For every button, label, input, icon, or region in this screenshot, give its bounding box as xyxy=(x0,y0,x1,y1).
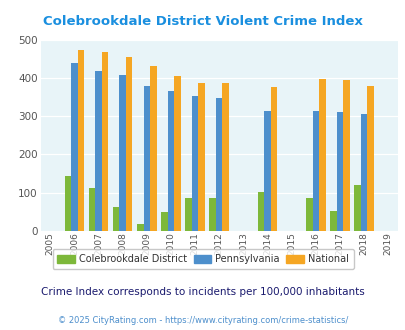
Bar xyxy=(150,66,156,231)
Bar xyxy=(102,52,108,231)
Bar xyxy=(95,71,102,231)
Bar xyxy=(71,63,77,231)
Legend: Colebrookdale District, Pennsylvania, National: Colebrookdale District, Pennsylvania, Na… xyxy=(52,249,353,269)
Bar xyxy=(185,198,192,231)
Bar xyxy=(167,91,174,231)
Text: Crime Index corresponds to incidents per 100,000 inhabitants: Crime Index corresponds to incidents per… xyxy=(41,287,364,297)
Bar xyxy=(312,111,318,231)
Bar xyxy=(113,207,119,231)
Bar xyxy=(198,83,205,231)
Bar xyxy=(270,87,277,231)
Text: Colebrookdale District Violent Crime Index: Colebrookdale District Violent Crime Ind… xyxy=(43,15,362,28)
Bar xyxy=(264,111,270,231)
Bar xyxy=(215,98,222,231)
Bar xyxy=(336,112,342,231)
Bar xyxy=(318,79,325,231)
Bar xyxy=(360,114,367,231)
Bar xyxy=(222,83,228,231)
Bar xyxy=(137,224,143,231)
Bar xyxy=(342,80,349,231)
Bar xyxy=(126,57,132,231)
Bar xyxy=(143,86,150,231)
Bar xyxy=(367,85,373,231)
Bar xyxy=(89,188,95,231)
Bar xyxy=(192,96,198,231)
Text: © 2025 CityRating.com - https://www.cityrating.com/crime-statistics/: © 2025 CityRating.com - https://www.city… xyxy=(58,315,347,325)
Bar xyxy=(329,211,336,231)
Bar xyxy=(209,198,215,231)
Bar xyxy=(77,50,84,231)
Bar xyxy=(161,212,167,231)
Bar xyxy=(257,192,264,231)
Bar xyxy=(305,198,312,231)
Bar xyxy=(119,75,126,231)
Bar xyxy=(354,185,360,231)
Bar xyxy=(64,176,71,231)
Bar xyxy=(174,76,180,231)
